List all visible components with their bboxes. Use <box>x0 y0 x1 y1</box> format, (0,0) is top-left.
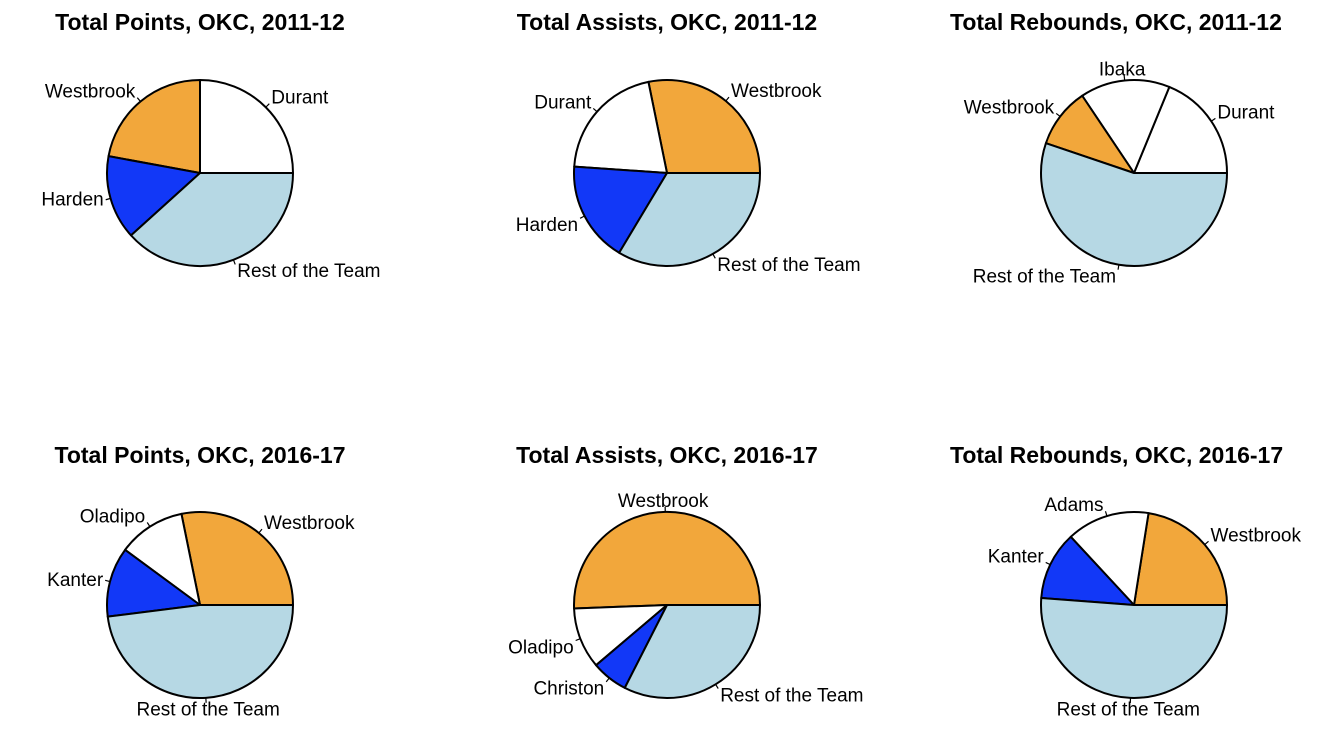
pie-slice-durant <box>1133 85 1228 174</box>
slice-label-rest-of-the-team: Rest of the Team <box>137 700 280 721</box>
chart-title: Total Points, OKC, 2016-17 <box>55 442 346 468</box>
slice-label-westbrook: Westbrook <box>1211 525 1302 546</box>
pie-slice-westbrook <box>107 79 201 174</box>
label-tick-westbrook <box>136 97 141 102</box>
pie-slice-westbrook <box>180 511 294 606</box>
pie-slice-rest-of-the-team <box>618 172 761 267</box>
pie-slice-rest-of-the-team <box>1040 596 1228 699</box>
slice-label-durant: Durant <box>271 88 329 109</box>
chart-title: Total Rebounds, OKC, 2011-12 <box>950 9 1282 35</box>
slice-label-durant: Durant <box>1217 102 1275 123</box>
pie-slice-kanter <box>106 548 201 618</box>
pie-panel-rebounds-2016-17: Total Rebounds, OKC, 2016-17 Westbrook Ad… <box>950 442 1301 721</box>
slice-label-kanter: Kanter <box>988 546 1045 567</box>
label-tick-westbrook <box>725 96 730 102</box>
label-tick-westbrook <box>1204 540 1209 546</box>
slice-label-rest-of-the-team: Rest of the Team <box>973 266 1116 287</box>
pie-slice-rest-of-the-team <box>130 172 294 267</box>
label-tick-harden <box>105 197 111 201</box>
pie-panel-assists-2011-12: Total Assists, OKC, 2011-12 Westbrook Dur… <box>516 9 861 276</box>
slice-label-westbrook: Westbrook <box>618 491 709 512</box>
pie-panel-points-2016-17: Total Points, OKC, 2016-17 Westbrook Olad… <box>47 442 355 721</box>
pie-slice-durant <box>199 79 294 174</box>
slice-label-ibaka: Ibaka <box>1099 59 1146 80</box>
label-tick-westbrook <box>258 528 263 534</box>
chart-title: Total Assists, OKC, 2016-17 <box>516 442 818 468</box>
pie-slice-kanter <box>1040 535 1135 606</box>
label-tick-rest-of-the-team <box>715 683 719 689</box>
slice-label-westbrook: Westbrook <box>731 81 822 102</box>
pie-slice-westbrook <box>1133 512 1228 606</box>
chart-title: Total Rebounds, OKC, 2016-17 <box>950 442 1283 468</box>
slice-label-kanter: Kanter <box>47 570 104 591</box>
label-tick-harden <box>579 215 585 219</box>
slice-label-rest-of-the-team: Rest of the Team <box>237 261 380 282</box>
chart-title: Total Assists, OKC, 2011-12 <box>517 9 817 35</box>
slice-label-christon: Christon <box>533 679 604 700</box>
label-tick-westbrook <box>1055 112 1061 117</box>
pie-panel-rebounds-2011-12: Total Rebounds, OKC, 2011-12 Durant Ibaka… <box>950 9 1282 287</box>
slice-label-rest-of-the-team: Rest of the Team <box>717 255 860 276</box>
pie-slice-oladipo <box>124 512 201 606</box>
label-tick-oladipo <box>575 638 581 642</box>
slice-label-durant: Durant <box>534 92 592 113</box>
label-tick-oladipo <box>146 522 151 527</box>
pie-slice-westbrook <box>647 79 761 174</box>
label-tick-rest-of-the-team <box>232 259 236 265</box>
pie-slice-rest-of-the-team <box>106 604 294 700</box>
pie-slice-rest-of-the-team <box>1040 142 1228 267</box>
pie-panel-assists-2016-17: Total Assists, OKC, 2016-17 Westbrook Ola… <box>508 442 863 706</box>
label-tick-durant <box>265 103 270 108</box>
pie-slice-rest-of-the-team <box>623 604 761 699</box>
slice-label-westbrook: Westbrook <box>264 513 355 534</box>
label-tick-rest-of-the-team <box>1117 264 1120 270</box>
slice-label-westbrook: Westbrook <box>45 82 136 103</box>
label-tick-rest-of-the-team <box>712 253 716 259</box>
slice-label-harden: Harden <box>516 215 578 236</box>
pie-slice-harden <box>106 155 201 237</box>
slice-label-rest-of-the-team: Rest of the Team <box>1057 700 1200 721</box>
slice-label-westbrook: Westbrook <box>964 97 1055 118</box>
chart-title: Total Points, OKC, 2011-12 <box>55 9 345 35</box>
label-tick-christon <box>605 677 610 683</box>
label-tick-ibaka <box>1123 75 1126 81</box>
pie-slice-westbrook <box>573 510 761 610</box>
pie-slice-harden <box>573 165 668 254</box>
label-tick-adams <box>1104 511 1108 517</box>
slice-label-oladipo: Oladipo <box>80 506 146 527</box>
slice-label-adams: Adams <box>1044 495 1103 516</box>
label-tick-durant <box>592 107 598 113</box>
slice-label-oladipo: Oladipo <box>508 637 574 658</box>
pie-slice-adams <box>1069 510 1150 606</box>
slice-label-harden: Harden <box>41 189 103 210</box>
slice-label-rest-of-the-team: Rest of the Team <box>720 685 863 706</box>
label-tick-kanter <box>105 579 111 583</box>
label-tick-kanter <box>1045 561 1051 566</box>
pie-panel-points-2011-12: Total Points, OKC, 2011-12 Durant Westbro… <box>41 9 380 282</box>
label-tick-durant <box>1210 117 1216 122</box>
